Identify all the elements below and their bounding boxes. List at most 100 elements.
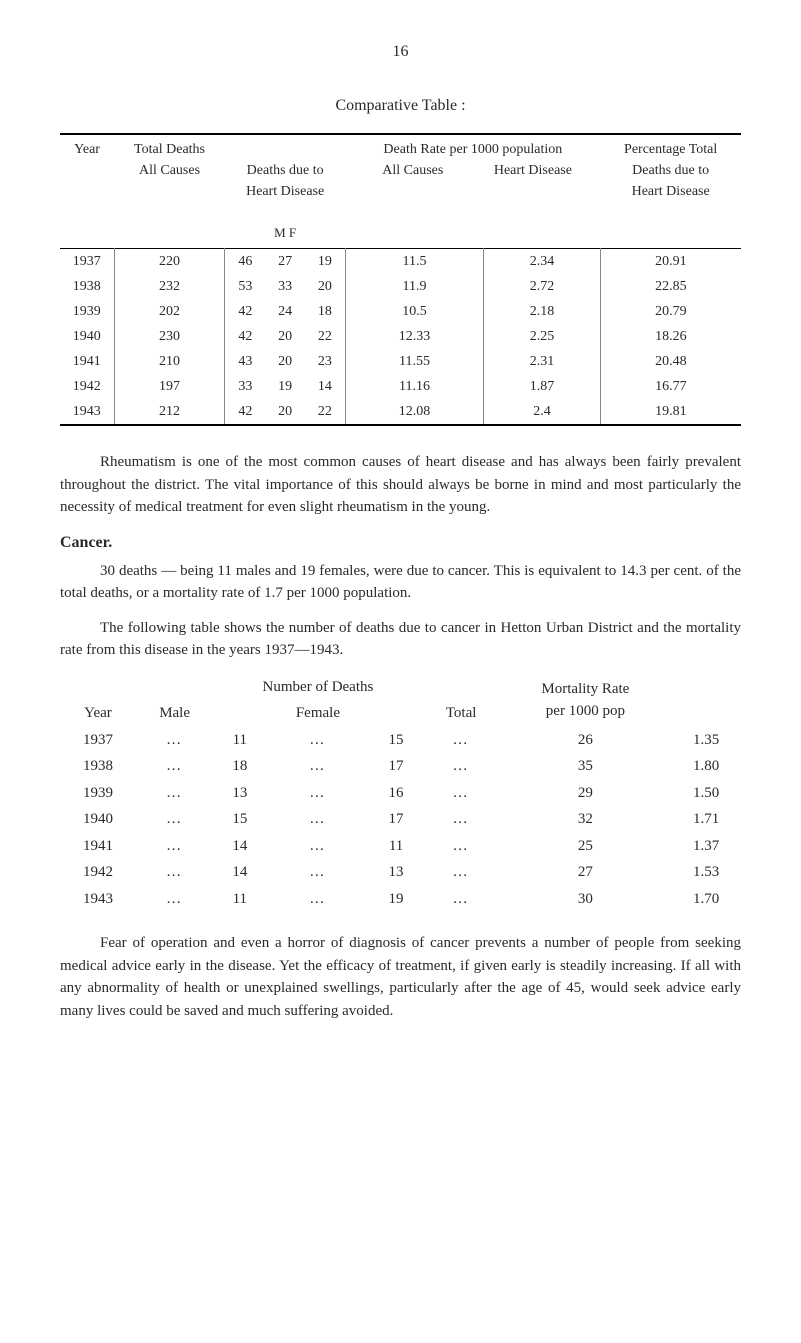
table-row: 1938…18…17…351.80 bbox=[60, 753, 741, 780]
cell-total: 197 bbox=[114, 374, 225, 399]
table-row: 194219733191411.161.8716.77 bbox=[60, 374, 741, 399]
cell-rate: 1.71 bbox=[671, 806, 741, 833]
cell-total: 27 bbox=[500, 859, 672, 886]
cell-dots: … bbox=[266, 833, 369, 860]
cell-dots: … bbox=[266, 753, 369, 780]
cell-ac: 11.16 bbox=[345, 374, 483, 399]
cell-male: 11 bbox=[213, 886, 266, 913]
cell-female: 13 bbox=[369, 859, 422, 886]
cell-pct: 20.48 bbox=[600, 349, 741, 374]
cell-total: 30 bbox=[500, 886, 672, 913]
cell-mm: 24 bbox=[265, 299, 305, 324]
cell-hd: 2.34 bbox=[484, 249, 601, 275]
cell-male: 14 bbox=[213, 833, 266, 860]
th-m-female: Female bbox=[266, 700, 369, 727]
table-row: 194321242202212.082.419.81 bbox=[60, 399, 741, 425]
cell-rate: 1.37 bbox=[671, 833, 741, 860]
table-row: 1939…13…16…291.50 bbox=[60, 780, 741, 807]
cell-pct: 18.26 bbox=[600, 324, 741, 349]
cell-year: 1943 bbox=[60, 399, 114, 425]
cell-f: 22 bbox=[305, 399, 345, 425]
paragraph-rheumatism: Rheumatism is one of the most common cau… bbox=[60, 451, 741, 519]
cell-ac: 11.55 bbox=[345, 349, 483, 374]
page-number: 16 bbox=[60, 40, 741, 64]
cell-f: 20 bbox=[305, 274, 345, 299]
cell-f: 19 bbox=[305, 249, 345, 275]
cell-year: 1941 bbox=[60, 833, 136, 860]
table-row: 194023042202212.332.2518.26 bbox=[60, 324, 741, 349]
cell-hd: 2.18 bbox=[484, 299, 601, 324]
cell-pct: 20.79 bbox=[600, 299, 741, 324]
cell-year: 1942 bbox=[60, 374, 114, 399]
cell-total: 32 bbox=[500, 806, 672, 833]
cell-mm: 20 bbox=[265, 349, 305, 374]
th-death-rate-label: Death Rate per 1000 population bbox=[383, 142, 562, 157]
cell-dots: … bbox=[423, 727, 500, 754]
cell-year: 1939 bbox=[60, 299, 114, 324]
table-row: 1943…11…19…301.70 bbox=[60, 886, 741, 913]
table-row: 1940…15…17…321.71 bbox=[60, 806, 741, 833]
cell-pct: 22.85 bbox=[600, 274, 741, 299]
cell-dots: … bbox=[423, 833, 500, 860]
cell-ac: 11.9 bbox=[345, 274, 483, 299]
cell-male: 15 bbox=[213, 806, 266, 833]
cell-dots: … bbox=[136, 727, 213, 754]
cell-mm: 20 bbox=[265, 399, 305, 425]
cell-year: 1943 bbox=[60, 886, 136, 913]
cell-dots: … bbox=[136, 753, 213, 780]
cell-mm: 20 bbox=[265, 324, 305, 349]
cell-dots: … bbox=[266, 727, 369, 754]
cell-dots: … bbox=[266, 780, 369, 807]
paragraph-cancer-2: The following table shows the number of … bbox=[60, 617, 741, 662]
cell-m: 46 bbox=[225, 249, 265, 275]
cell-hd: 2.4 bbox=[484, 399, 601, 425]
cell-female: 15 bbox=[369, 727, 422, 754]
cell-year: 1938 bbox=[60, 274, 114, 299]
th-m-total: Total bbox=[423, 700, 500, 727]
cell-ac: 12.33 bbox=[345, 324, 483, 349]
cell-m: 53 bbox=[225, 274, 265, 299]
th-m-year: Year bbox=[60, 700, 136, 727]
th-m-male: Male bbox=[136, 700, 213, 727]
th-deaths-due-label: Deaths due to Heart Disease bbox=[246, 163, 324, 199]
cell-total: 220 bbox=[114, 249, 225, 275]
cell-year: 1942 bbox=[60, 859, 136, 886]
cell-total: 26 bbox=[500, 727, 672, 754]
th-deaths-due: Deaths due to Heart Disease M F bbox=[225, 134, 345, 249]
cell-dots: … bbox=[136, 886, 213, 913]
cell-m: 33 bbox=[225, 374, 265, 399]
cell-total: 29 bbox=[500, 780, 672, 807]
mortality-table: Number of Deaths Mortality Rate per 1000… bbox=[60, 674, 741, 913]
comparative-table-title: Comparative Table : bbox=[60, 94, 741, 118]
cell-hd: 2.31 bbox=[484, 349, 601, 374]
cell-male: 18 bbox=[213, 753, 266, 780]
cell-female: 16 bbox=[369, 780, 422, 807]
th-percentage: Percentage Total Deaths due to Heart Dis… bbox=[600, 134, 741, 249]
th-death-rate: Death Rate per 1000 population All Cause… bbox=[345, 134, 600, 249]
th-heart-disease: Heart Disease bbox=[475, 160, 592, 181]
cell-rate: 1.53 bbox=[671, 859, 741, 886]
cell-year: 1938 bbox=[60, 753, 136, 780]
cell-rate: 1.80 bbox=[671, 753, 741, 780]
cell-m: 43 bbox=[225, 349, 265, 374]
cell-pct: 20.91 bbox=[600, 249, 741, 275]
cell-pct: 16.77 bbox=[600, 374, 741, 399]
cancer-heading: Cancer. bbox=[60, 531, 741, 555]
cell-dots: … bbox=[266, 886, 369, 913]
table-row: 193722046271911.52.3420.91 bbox=[60, 249, 741, 275]
cell-dots: … bbox=[136, 859, 213, 886]
cell-total: 210 bbox=[114, 349, 225, 374]
cell-f: 23 bbox=[305, 349, 345, 374]
cell-m: 42 bbox=[225, 299, 265, 324]
cell-female: 17 bbox=[369, 753, 422, 780]
cell-pct: 19.81 bbox=[600, 399, 741, 425]
cell-dots: … bbox=[423, 780, 500, 807]
cell-year: 1937 bbox=[60, 249, 114, 275]
cell-mm: 19 bbox=[265, 374, 305, 399]
table-row: 194121043202311.552.3120.48 bbox=[60, 349, 741, 374]
table-row: 193920242241810.52.1820.79 bbox=[60, 299, 741, 324]
cell-dots: … bbox=[136, 833, 213, 860]
cell-total: 212 bbox=[114, 399, 225, 425]
cell-m: 42 bbox=[225, 324, 265, 349]
cell-dots: … bbox=[423, 886, 500, 913]
